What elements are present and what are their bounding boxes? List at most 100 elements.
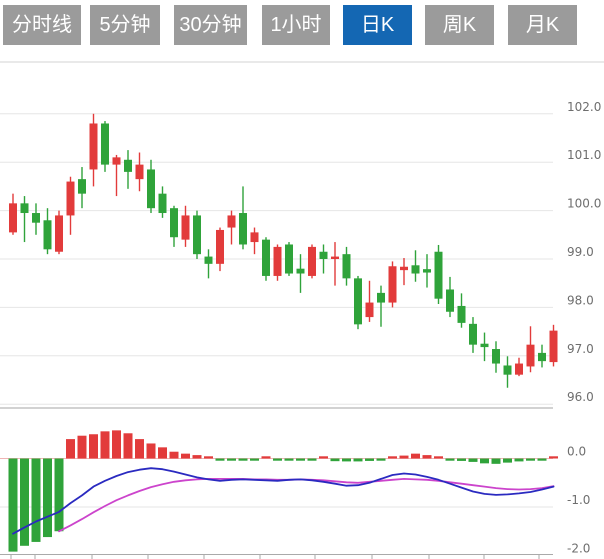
candle-body: [400, 266, 408, 271]
macd-bar: [100, 431, 110, 459]
candle-body: [273, 246, 282, 276]
candle-body: [20, 203, 29, 214]
price-axis-label: 97.0: [567, 342, 594, 356]
candle-body: [239, 213, 247, 245]
candle-body: [9, 203, 17, 233]
candle-body: [181, 215, 190, 240]
macd-bar: [135, 439, 144, 459]
macd-bar: [399, 455, 409, 459]
candle-body: [457, 305, 466, 323]
macd-bar: [31, 458, 41, 542]
candle-body: [204, 256, 213, 264]
macd-axis-label: -1.0: [567, 493, 590, 507]
candle-body: [480, 343, 489, 348]
macd-bar: [503, 458, 512, 463]
candle-body: [250, 232, 259, 243]
price-axis-label: 101.0: [567, 148, 601, 162]
macd-bar: [480, 458, 489, 464]
macd-bar: [537, 458, 547, 461]
tab-weekly-k[interactable]: 周K: [425, 5, 494, 45]
macd-bar: [8, 458, 18, 552]
candle-body: [342, 254, 351, 279]
candle-body: [147, 169, 155, 209]
candle-body: [549, 330, 558, 363]
candle-body: [32, 213, 40, 223]
candle-body: [296, 268, 305, 274]
candle-body: [89, 123, 98, 170]
candle-body: [262, 239, 270, 276]
candle-body: [354, 278, 362, 325]
price-axis-label: 100.0: [567, 197, 601, 211]
macd-bar: [54, 458, 64, 532]
macd-axis-label: -2.0: [567, 542, 590, 556]
tab-5min[interactable]: 5分钟: [90, 5, 160, 45]
candle-body: [308, 246, 316, 276]
macd-bar: [77, 435, 87, 459]
price-axis-label: 98.0: [567, 293, 594, 307]
price-axis-label: 99.0: [567, 245, 594, 259]
macd-bar: [261, 456, 271, 459]
macd-bar: [204, 456, 213, 459]
macd-bar: [215, 458, 225, 461]
candle-body: [331, 256, 339, 259]
candle-body: [101, 123, 109, 165]
macd-bar: [273, 458, 282, 461]
candle-body: [158, 193, 167, 214]
tab-1hour[interactable]: 1小时: [262, 5, 330, 45]
candles: [9, 113, 558, 388]
macd-bar: [192, 455, 202, 459]
candle-body: [388, 266, 397, 303]
timeframe-tabbar: 分时线 5分钟 30分钟 1小时 日K 周K 月K: [0, 0, 604, 50]
candle-body: [423, 269, 431, 273]
macd-bar: [66, 439, 75, 459]
price-axis-label: 96.0: [567, 390, 594, 404]
macd-bar: [250, 458, 259, 461]
macd-bar: [158, 447, 167, 459]
candle-body: [170, 208, 178, 238]
macd-bar: [549, 456, 558, 459]
macd-bar: [284, 458, 294, 461]
tab-monthly-k[interactable]: 月K: [508, 5, 577, 45]
macd-bar: [20, 458, 29, 546]
candle-body: [434, 251, 443, 299]
tab-30min[interactable]: 30分钟: [174, 5, 247, 45]
macd-bar: [227, 458, 236, 461]
candle-body: [411, 265, 420, 274]
macd-bar: [181, 453, 190, 459]
candle-body: [285, 244, 293, 274]
price-y-axis-labels: 102.0 101.0 100.0 99.0 98.0 97.0 96.0: [567, 100, 601, 404]
dea-line: [58, 477, 555, 533]
macd-bar: [89, 434, 98, 459]
macd-bar: [169, 451, 179, 459]
macd-bar: [445, 458, 455, 461]
candle-body: [446, 289, 454, 312]
macd-bar: [146, 443, 156, 459]
tab-daily-k[interactable]: 日K: [343, 5, 412, 45]
macd-bar: [112, 430, 121, 459]
macd-bar: [491, 458, 501, 464]
macd-bar: [526, 458, 535, 461]
candle-body: [43, 220, 52, 250]
candle-body: [135, 164, 144, 180]
candle-body: [503, 365, 512, 375]
macd-y-axis-labels: 0.0 -1.0 -2.0: [567, 445, 590, 556]
macd-bar: [365, 458, 374, 461]
macd-bar: [319, 456, 328, 459]
candle-body: [515, 363, 523, 375]
candle-body: [227, 215, 236, 228]
candle-body: [492, 349, 500, 364]
price-axis-label: 102.0: [567, 100, 601, 114]
macd-bar: [307, 458, 317, 461]
candle-body: [78, 179, 86, 194]
candle-body: [124, 159, 132, 172]
candle-body: [66, 181, 75, 216]
macd-bar: [468, 458, 478, 462]
tab-timeline[interactable]: 分时线: [3, 5, 81, 45]
candle-body: [55, 215, 63, 252]
candle-body: [538, 352, 546, 362]
macd-bar: [296, 458, 305, 461]
macd-bar: [514, 458, 524, 462]
macd-bar: [123, 433, 133, 459]
candle-body: [193, 215, 201, 255]
